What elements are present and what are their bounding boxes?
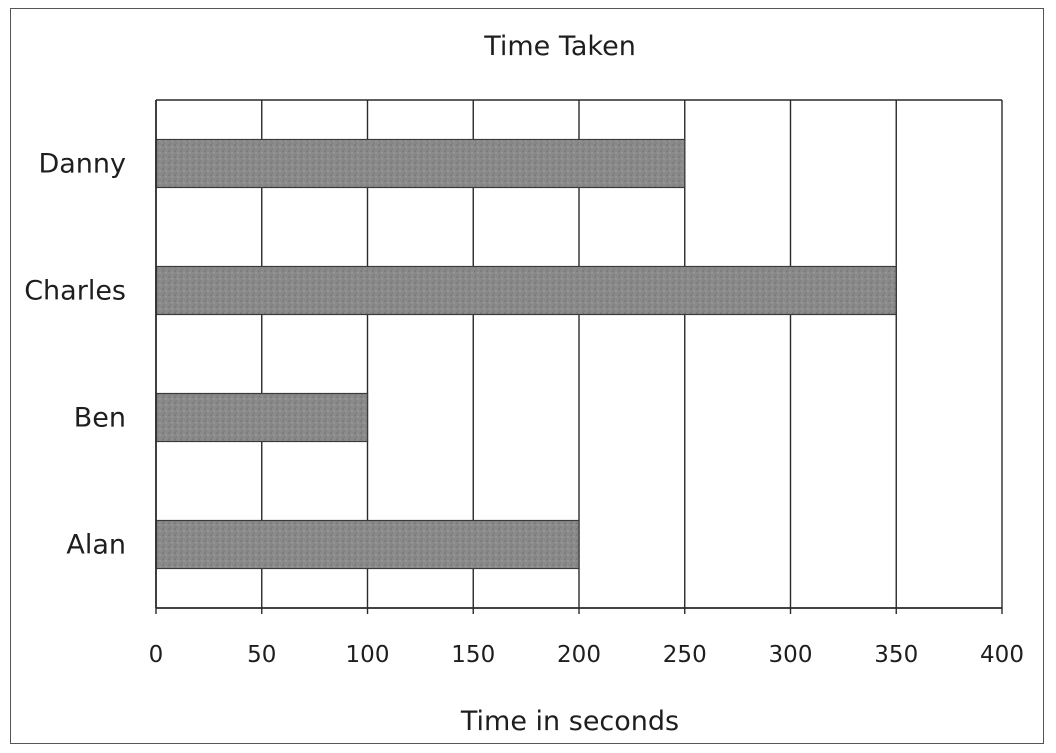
x-tick-label-0: 0 (149, 642, 164, 668)
bar-alan (155, 519, 580, 570)
category-label-alan: Alan (66, 530, 126, 561)
category-labels: Alan Ben Charles Danny (24, 149, 126, 561)
x-tick-label-50: 50 (247, 642, 276, 668)
x-tick-label-100: 100 (346, 642, 390, 668)
chart-title: Time Taken (483, 31, 636, 62)
x-tick-label-200: 200 (557, 642, 601, 668)
bar-danny (155, 138, 686, 189)
x-tick-label-350: 350 (874, 642, 918, 668)
category-label-charles: Charles (24, 276, 126, 307)
x-tick-labels: 0 50 100 150 200 250 300 350 400 (149, 642, 1024, 668)
x-tick-label-300: 300 (769, 642, 813, 668)
x-tick-label-250: 250 (663, 642, 707, 668)
x-axis-label: Time in seconds (460, 706, 679, 737)
chart-frame (10, 8, 1044, 744)
category-label-danny: Danny (38, 149, 126, 180)
x-tick-label-400: 400 (980, 642, 1024, 668)
bar-charles (155, 265, 897, 316)
bars (155, 138, 897, 570)
x-tick-label-150: 150 (451, 642, 495, 668)
bar-ben (155, 392, 369, 443)
category-label-ben: Ben (74, 403, 126, 434)
